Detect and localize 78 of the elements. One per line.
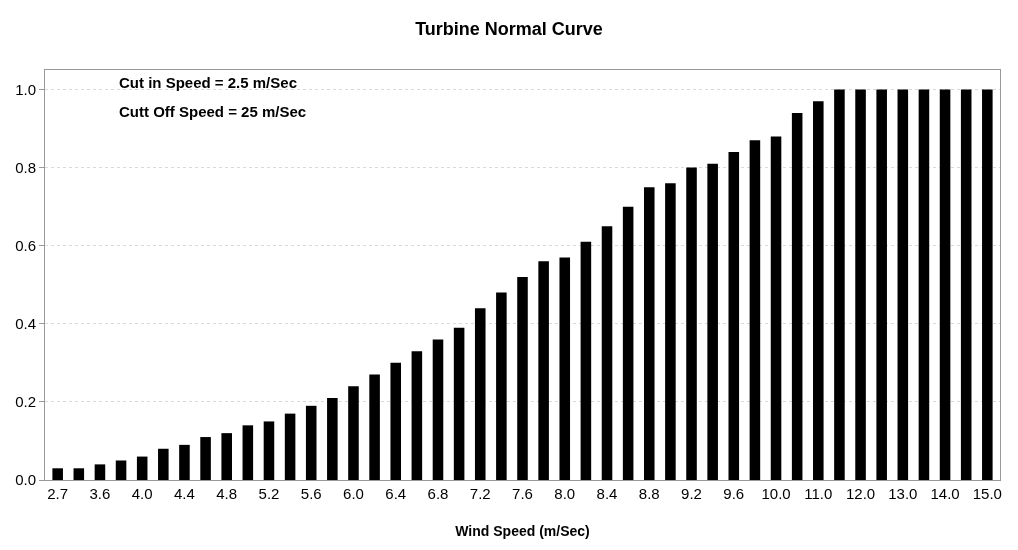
bar — [939, 89, 951, 480]
bar — [813, 101, 824, 480]
bar — [390, 362, 402, 480]
x-tick-label: 6.4 — [385, 485, 407, 502]
bar — [707, 163, 718, 480]
bar — [728, 152, 740, 480]
bar — [369, 374, 380, 480]
bar — [179, 444, 190, 480]
annotation: Cut in Speed = 2.5 m/Sec — [119, 74, 297, 91]
x-tick-label: 11.0 — [804, 485, 833, 502]
bar — [496, 292, 507, 480]
y-tick-label: 0.8 — [15, 158, 36, 176]
bar — [73, 468, 85, 480]
x-tick-label: 9.2 — [681, 485, 702, 502]
bar — [327, 398, 338, 480]
bar — [115, 460, 127, 480]
bar — [305, 405, 317, 480]
y-tick-label: 0.4 — [15, 315, 36, 333]
bar — [559, 257, 571, 480]
y-tick-label: 0.2 — [15, 393, 36, 411]
x-tick-label: 13.0 — [888, 485, 918, 502]
bar — [770, 136, 782, 480]
bar — [834, 89, 845, 480]
bar — [474, 308, 486, 480]
x-tick-label: 10.0 — [761, 485, 791, 502]
bar — [158, 448, 169, 480]
y-tick-label: 0.6 — [15, 236, 36, 254]
bar — [580, 241, 592, 480]
x-tick-label: 7.6 — [512, 485, 533, 502]
x-tick-label: 6.0 — [343, 485, 364, 502]
bar — [622, 206, 634, 480]
bar — [982, 89, 993, 480]
x-tick-label: 8.8 — [638, 485, 660, 502]
bar — [643, 187, 655, 480]
bar — [242, 425, 254, 480]
bar — [517, 276, 528, 480]
x-tick-label: 8.0 — [554, 485, 576, 502]
x-tick-label: 12.0 — [845, 485, 876, 502]
bar — [686, 167, 697, 480]
bar — [136, 456, 148, 480]
bar — [897, 89, 909, 480]
bar — [411, 351, 423, 480]
bar — [348, 386, 359, 480]
bar — [94, 464, 106, 480]
bar — [601, 226, 613, 480]
x-tick-label: 7.2 — [469, 485, 491, 502]
y-tick-label: 1.0 — [15, 80, 36, 98]
bar — [876, 89, 887, 480]
bar — [791, 112, 803, 480]
bar — [855, 89, 866, 480]
x-axis-title: Wind Speed (m/Sec) — [455, 523, 590, 540]
annotation: Cutt Off Speed = 25 m/Sec — [119, 103, 307, 120]
x-tick-label: 15.0 — [972, 485, 1002, 502]
y-tick-label: 0.0 — [15, 471, 36, 489]
x-tick-label: 4.4 — [174, 485, 195, 502]
bar — [538, 261, 549, 480]
chart-title: Turbine Normal Curve — [415, 18, 603, 39]
bar — [200, 437, 211, 480]
bar — [665, 183, 676, 480]
bar — [284, 413, 296, 480]
bar — [263, 421, 275, 480]
x-tick-label: 14.0 — [930, 485, 960, 502]
bar — [432, 339, 444, 480]
bar — [749, 140, 761, 480]
x-tick-label: 2.7 — [47, 485, 69, 502]
x-tick-label: 3.6 — [89, 485, 111, 502]
bar — [453, 327, 465, 480]
x-tick-label: 9.6 — [723, 485, 745, 502]
x-tick-label: 4.8 — [216, 485, 238, 502]
bar — [918, 89, 930, 480]
bar — [960, 89, 972, 480]
x-tick-label: 5.2 — [258, 485, 280, 502]
x-tick-label: 6.8 — [427, 485, 449, 502]
x-tick-label: 4.0 — [131, 485, 153, 502]
x-tick-label: 8.4 — [596, 485, 618, 502]
bar — [52, 468, 63, 480]
bar — [221, 433, 232, 480]
x-tick-label: 5.6 — [300, 485, 322, 502]
